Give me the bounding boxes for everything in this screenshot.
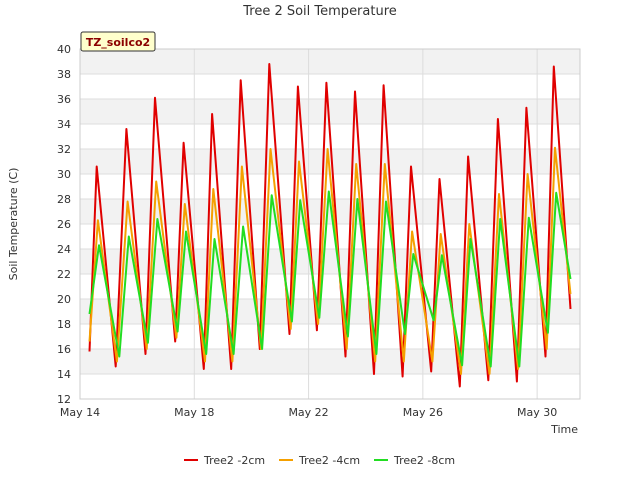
legend-label: Tree2 -4cm — [298, 454, 360, 467]
y-tick-label: 40 — [57, 43, 71, 56]
y-tick-label: 20 — [57, 293, 71, 306]
x-tick-label: May 18 — [174, 406, 214, 419]
y-tick-label: 18 — [57, 318, 71, 331]
x-tick-label: May 22 — [288, 406, 328, 419]
y-tick-label: 32 — [57, 143, 71, 156]
x-axis-ticks: May 14 May 18 May 22 May 26 May 30 — [60, 406, 557, 419]
y-tick-label: 26 — [57, 218, 71, 231]
legend-label: Tree2 -2cm — [203, 454, 265, 467]
y-tick-label: 14 — [57, 368, 71, 381]
y-tick-label: 28 — [57, 193, 71, 206]
y-tick-label: 24 — [57, 243, 71, 256]
plot-band — [80, 99, 580, 124]
series-line-1 — [88, 63, 572, 388]
plot-frame — [79, 48, 581, 400]
y-tick-label: 30 — [57, 168, 71, 181]
x-tick-label: May 26 — [403, 406, 443, 419]
station-badge: TZ_soilco2 — [80, 31, 156, 52]
y-tick-label: 12 — [57, 393, 71, 406]
x-axis-label: Time — [550, 423, 578, 436]
plot-band — [80, 299, 580, 324]
plot-band — [80, 49, 580, 74]
y-tick-label: 38 — [57, 68, 71, 81]
y-axis-ticks: 12 14 16 18 20 22 24 26 28 30 32 34 36 38 40 — [57, 43, 71, 406]
chart-title: Tree 2 Soil Temperature — [242, 4, 397, 19]
y-tick-label: 16 — [57, 343, 71, 356]
plot-band — [80, 349, 580, 374]
y-tick-label: 22 — [57, 268, 71, 281]
x-tick-label: May 14 — [60, 406, 100, 419]
legend-label: Tree2 -8cm — [393, 454, 455, 467]
y-tick-label: 36 — [57, 93, 71, 106]
series-line-3 — [88, 190, 572, 368]
badge-box — [80, 31, 156, 52]
series-layer — [88, 63, 572, 388]
x-tick-label: May 30 — [517, 406, 557, 419]
badge-label: TZ_soilco2 — [86, 36, 150, 49]
legend: Tree2 -2cm Tree2 -4cm Tree2 -8cm — [184, 454, 455, 467]
y-axis-label: Soil Temperature (C) — [7, 168, 20, 281]
y-tick-label: 34 — [57, 118, 71, 131]
